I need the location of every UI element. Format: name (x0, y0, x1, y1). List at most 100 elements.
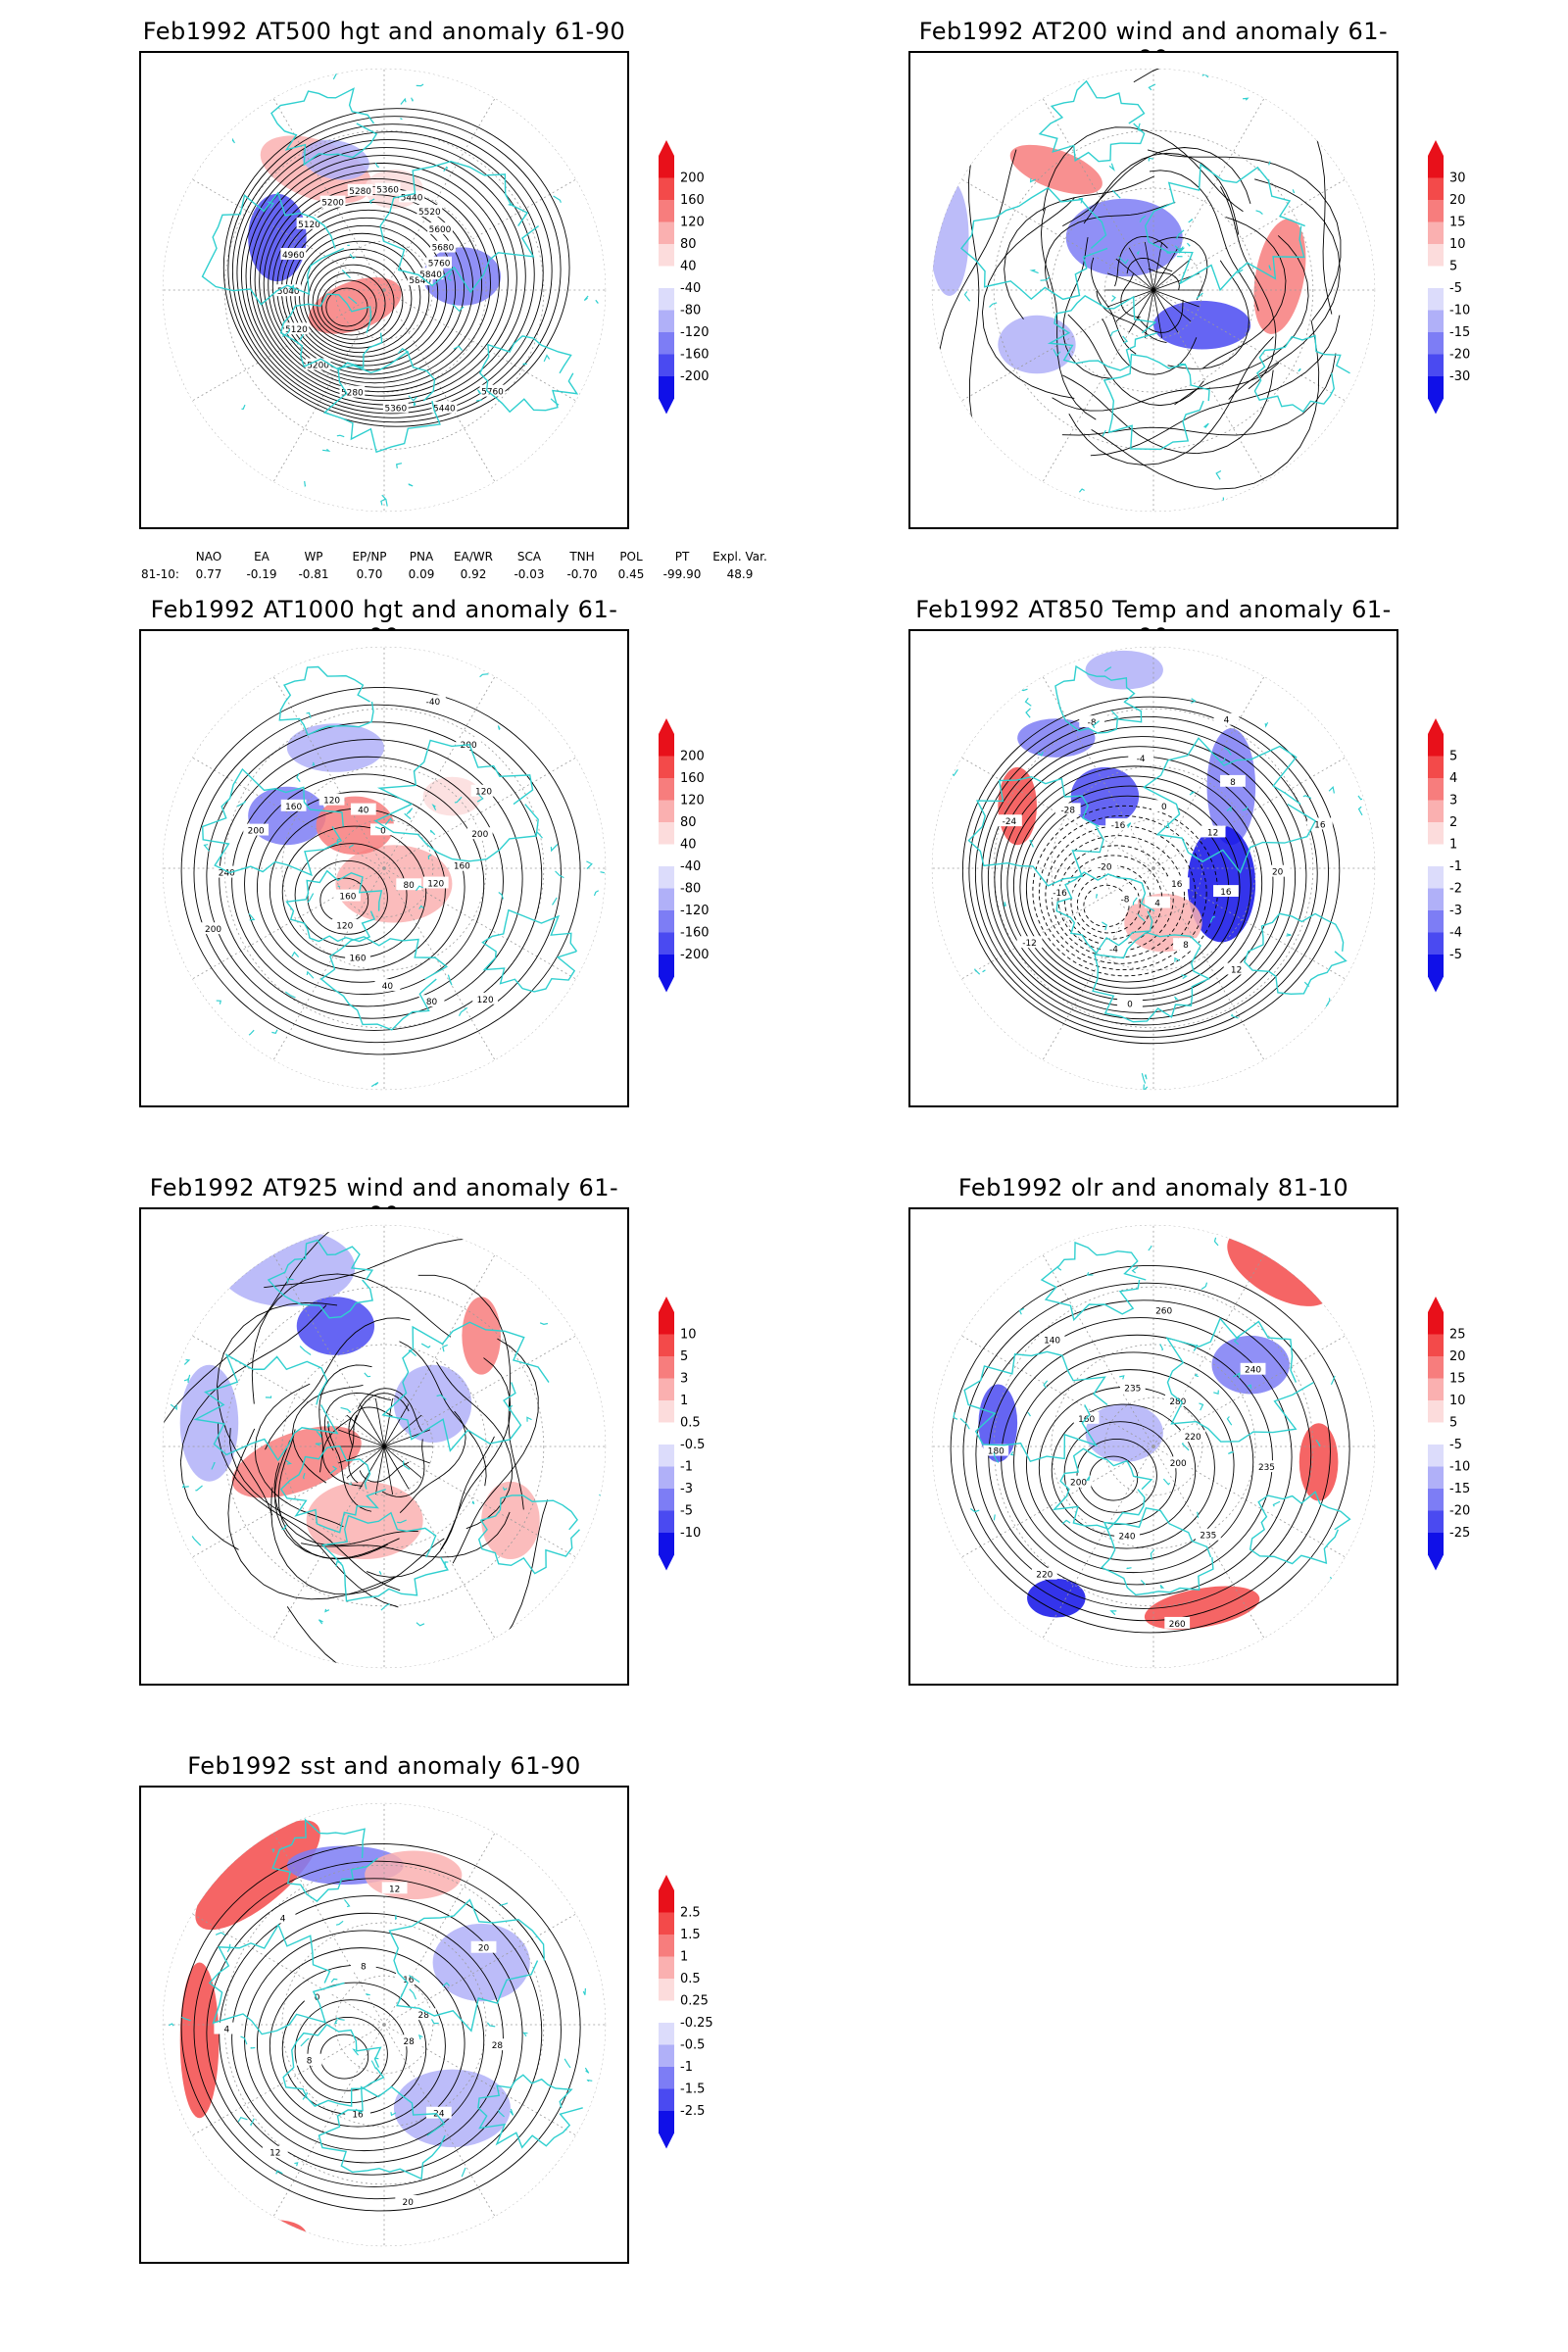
coastline-fragment (1286, 933, 1292, 937)
meridian-line (960, 289, 1154, 402)
coastline-fragment (584, 2067, 590, 2074)
streamline (1107, 272, 1154, 291)
contour-label: 20 (478, 1944, 490, 1954)
coastline-fragment (416, 1622, 425, 1627)
contour-label-bg (411, 2008, 437, 2021)
streamline (1220, 186, 1277, 390)
coastline-fragment (413, 402, 416, 407)
contour-label-bg (1039, 1333, 1065, 1346)
coastline-fragment (1201, 73, 1209, 78)
coastline-fragment (1086, 1271, 1094, 1276)
anomaly-shading (422, 776, 482, 816)
colorbar-segment (1428, 1533, 1444, 1555)
index-value: -99.90 (662, 567, 702, 581)
contour-label: 8 (307, 2057, 313, 2067)
coastline-fragment (364, 1372, 371, 1378)
streamline (1061, 353, 1337, 436)
streamline (338, 1429, 385, 1447)
index-value: -0.19 (246, 567, 277, 581)
coastline-fragment (341, 270, 351, 279)
contour-line (193, 704, 562, 1044)
colorbar-segment (1428, 800, 1444, 823)
coastline-fragment (302, 1473, 306, 1480)
coastline (267, 1239, 374, 1319)
coastline-fragment (304, 480, 307, 488)
colorbar-segment (659, 1312, 674, 1335)
coastline-fragment (1110, 710, 1119, 719)
streamline (1090, 315, 1341, 457)
colorbar-tick-label: 0.5 (680, 1972, 701, 1986)
streamline (383, 1446, 430, 1464)
latitude-circle (223, 1286, 545, 1607)
contour-label: 5200 (307, 361, 329, 370)
colorbar-segment (1428, 177, 1444, 201)
coastline-fragment (409, 1975, 420, 1984)
polar-map: 28 24 20 16 12 8 4 0 4 8 12 16 20 28 28 (139, 1786, 629, 2264)
colorbar-svg: 25 20 15 10 5 -5 -10 -15 -20 -25 (1428, 1297, 1470, 1571)
contour-line (1012, 775, 1251, 996)
colorbar-tick-label: -15 (1449, 1482, 1470, 1496)
colorbar-segment (659, 1466, 674, 1490)
coastline-fragment (1298, 368, 1301, 372)
coastline-fragment (1174, 956, 1180, 962)
coastline-fragment (1303, 981, 1310, 987)
polar-map (908, 51, 1398, 529)
coastline-fragment (191, 1536, 202, 1546)
contour-label: -4 (1137, 755, 1146, 764)
coastline-fragment (453, 345, 464, 351)
streamline (274, 1440, 400, 1559)
coastline-fragment (429, 829, 436, 836)
contour-label: 8 (361, 1963, 367, 1973)
panel-olr: Feb1992 olr and anomaly 81-10 200 235 260 2… (908, 1174, 1568, 1723)
colorbar-segment (1428, 1466, 1444, 1490)
colorbar: 10 5 3 1 0.5 -0.5 -1 -3 -5 -10 (659, 1297, 766, 1571)
coastline (279, 1445, 386, 1534)
contour-label: 5120 (285, 325, 308, 335)
meridian-line (1042, 289, 1154, 483)
anomaly-shading (1124, 893, 1202, 953)
coastline-fragment (534, 831, 543, 839)
meridian-line (960, 867, 1154, 980)
coastline-fragment (974, 968, 981, 975)
contour-label-bg (426, 256, 453, 269)
colorbar-segment (659, 266, 674, 289)
colorbar-max-arrow (1428, 718, 1444, 734)
anomaly-shading (1009, 144, 1102, 195)
colorbar-tick-label: 4 (1449, 771, 1457, 786)
contour-label: 16 (352, 2111, 364, 2121)
coastline-fragment (447, 974, 453, 986)
anomaly-shading (931, 661, 1006, 700)
contour-label: 220 (1185, 1433, 1201, 1443)
colorbar-segment (659, 376, 674, 399)
coastline-fragment (349, 253, 357, 260)
coastline-fragment (420, 1343, 431, 1348)
coastline-fragment (1166, 251, 1172, 255)
index-value: -0.70 (566, 567, 598, 581)
anomaly-shading (1085, 650, 1163, 690)
meridian-line (272, 97, 385, 291)
index-header: POL (619, 550, 643, 564)
polar-map: 200 235 260 240 220 200 180 160 140 235 260 280 240 2… (908, 1207, 1398, 1686)
coastline-fragment (380, 1603, 390, 1611)
index-header: SCA (516, 550, 542, 564)
coastline-fragment (326, 1422, 330, 1428)
coastline-fragment (1268, 161, 1271, 166)
colorbar-svg: 10 5 3 1 0.5 -0.5 -1 -3 -5 -10 (659, 1297, 705, 1571)
contour-label-bg (345, 951, 370, 963)
coastline-fragment (312, 761, 316, 766)
contour-label-bg (345, 2107, 370, 2120)
coastline-fragment (1242, 806, 1249, 811)
meridian-line (1152, 675, 1265, 869)
meridian-line (383, 1913, 577, 2026)
coastline-fragment (499, 1902, 509, 1907)
coastline-fragment (1009, 1450, 1014, 1456)
coastline-fragment (203, 844, 210, 852)
coastline-fragment (394, 1914, 398, 1920)
anomaly-shading (462, 1297, 502, 1375)
contour-label: 200 (1070, 1479, 1087, 1489)
panel-at850-temp: Feb1992 AT850 Temp and anomaly 61-90 161… (908, 596, 1568, 1145)
contour-label-bg (331, 918, 358, 931)
contour-label-bg (335, 889, 361, 902)
contour-line (206, 1878, 543, 2187)
index-value: 0.09 (408, 567, 435, 581)
